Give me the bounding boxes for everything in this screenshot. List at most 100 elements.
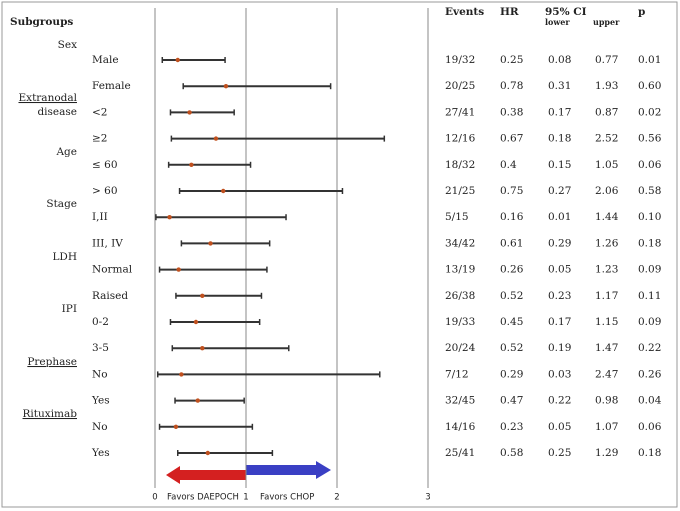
- lower-cell: 0.17: [548, 316, 571, 328]
- lower-cell: 0.17: [548, 106, 571, 118]
- group-label: Rituximab: [23, 408, 78, 420]
- category-label: Raised: [92, 290, 128, 302]
- p-cell: 0.04: [638, 395, 662, 407]
- hr-cell: 0.67: [500, 133, 523, 145]
- group-label: IPI: [62, 303, 77, 315]
- events-cell: 32/45: [445, 395, 475, 407]
- group-label: disease: [37, 106, 77, 118]
- hr-marker: [200, 293, 205, 298]
- hr-cell: 0.52: [500, 290, 523, 302]
- category-label: Yes: [91, 447, 110, 459]
- hr-marker: [175, 57, 180, 63]
- hr-marker: [167, 215, 172, 220]
- category-label: 3-5: [92, 342, 109, 354]
- p-cell: 0.02: [638, 106, 661, 118]
- upper-cell: 1.17: [595, 290, 618, 302]
- events-cell: 21/25: [445, 185, 475, 197]
- upper-cell: 2.47: [595, 368, 618, 380]
- group-label: Extranodal: [18, 92, 77, 104]
- lower-cell: 0.22: [548, 395, 571, 407]
- hr-marker: [205, 450, 210, 456]
- p-cell: 0.06: [638, 421, 662, 433]
- events-cell: 26/38: [445, 290, 475, 302]
- upper-cell: 1.23: [595, 264, 618, 276]
- annotation: Favors CHOP: [260, 493, 314, 503]
- hr-cell: 0.78: [500, 80, 523, 92]
- events-cell: 19/33: [445, 316, 475, 328]
- lower-cell: 0.08: [548, 54, 571, 66]
- upper-cell: 1.05: [595, 159, 618, 171]
- events-cell: 20/24: [445, 342, 476, 354]
- hr-marker: [179, 372, 184, 377]
- lower-cell: 0.25: [548, 447, 571, 459]
- p-cell: 0.11: [638, 290, 661, 302]
- p-header: p: [638, 6, 645, 18]
- hr-marker: [221, 188, 226, 194]
- hr-cell: 0.75: [500, 185, 523, 197]
- upper-header: upper: [593, 17, 620, 27]
- p-cell: 0.09: [638, 264, 661, 276]
- p-cell: 0.10: [638, 211, 661, 223]
- upper-cell: 1.15: [595, 316, 618, 328]
- hr-cell: 0.61: [500, 237, 523, 249]
- category-label: No: [92, 421, 108, 433]
- lower-header: lower: [545, 17, 570, 27]
- upper-cell: 1.44: [595, 211, 619, 223]
- upper-cell: 1.26: [595, 237, 619, 249]
- p-cell: 0.18: [638, 447, 661, 459]
- hr-marker: [208, 241, 213, 246]
- hr-marker: [187, 110, 192, 115]
- hr-cell: 0.45: [500, 316, 523, 328]
- category-label: Yes: [91, 395, 110, 407]
- hr-marker: [173, 424, 179, 429]
- category-label: III, IV: [92, 237, 123, 249]
- events-cell: 25/41: [445, 447, 475, 459]
- upper-cell: 2.52: [595, 133, 618, 145]
- hr-marker: [213, 136, 219, 141]
- row-header: Subgroups: [10, 16, 73, 28]
- events-cell: 13/19: [445, 264, 475, 276]
- x-tick-label: 1: [243, 493, 248, 503]
- lower-cell: 0.31: [548, 80, 571, 92]
- p-cell: 0.18: [638, 237, 661, 249]
- lower-cell: 0.19: [548, 342, 571, 354]
- p-cell: 0.56: [638, 133, 662, 145]
- hr-cell: 0.52: [500, 342, 523, 354]
- lower-cell: 0.18: [548, 133, 571, 145]
- events-cell: 19/32: [445, 54, 475, 66]
- p-cell: 0.01: [638, 54, 661, 66]
- lower-cell: 0.15: [548, 159, 571, 171]
- category-label: No: [92, 368, 108, 380]
- p-cell: 0.58: [638, 185, 661, 197]
- group-label: Stage: [46, 198, 77, 210]
- upper-cell: 0.98: [595, 395, 618, 407]
- annotation: Favors DAEPOCH: [167, 493, 239, 503]
- lower-cell: 0.27: [548, 185, 571, 197]
- upper-cell: 1.93: [595, 80, 618, 92]
- upper-cell: 1.29: [595, 447, 618, 459]
- lower-cell: 0.03: [548, 368, 571, 380]
- lower-cell: 0.05: [548, 421, 571, 433]
- lower-cell: 0.23: [548, 290, 571, 302]
- hr-cell: 0.58: [500, 447, 523, 459]
- arrow-left: [166, 466, 246, 484]
- upper-cell: 0.87: [595, 106, 618, 118]
- x-tick-label: 3: [425, 493, 430, 503]
- events-header: Events: [445, 6, 484, 18]
- category-label: <2: [92, 106, 107, 118]
- lower-cell: 0.05: [548, 264, 571, 276]
- upper-cell: 2.06: [595, 185, 619, 197]
- category-label: ≥2: [92, 133, 107, 145]
- category-label: Female: [92, 80, 131, 92]
- p-cell: 0.09: [638, 316, 661, 328]
- hr-marker: [176, 267, 181, 272]
- group-label: Prephase: [27, 356, 77, 368]
- p-cell: 0.22: [638, 342, 661, 354]
- lower-cell: 0.29: [548, 237, 571, 249]
- arrow-right: [246, 461, 331, 479]
- hr-marker: [189, 162, 194, 167]
- events-cell: 34/42: [445, 237, 475, 249]
- hr-marker: [195, 398, 200, 403]
- events-cell: 14/16: [445, 421, 476, 433]
